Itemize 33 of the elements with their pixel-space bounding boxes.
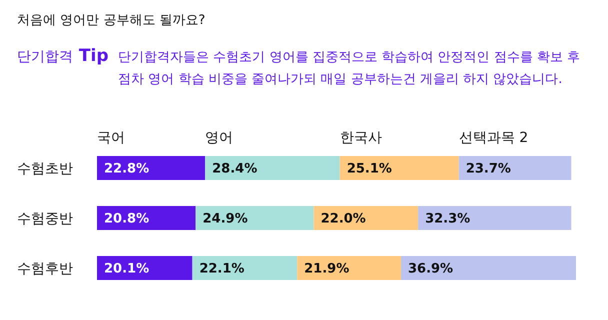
series-label: 선택과목 2 [458,130,528,146]
data-label: 36.9% [408,262,454,277]
data-label: 28.4% [212,162,258,177]
data-label: 32.3% [425,212,470,227]
bar [192,256,298,280]
y-tick-label: 수험초반 [17,160,73,177]
data-label: 21.9% [304,262,350,277]
bar [97,256,192,280]
data-label: 23.7% [466,162,511,177]
bar [401,256,576,280]
data-label: 22.0% [320,212,366,227]
chart-title: 처음에 영어만 공부해도 될까요? [17,13,206,28]
series-label: 국어 [97,130,125,146]
data-label: 24.9% [202,212,248,227]
y-tick-label: 수험후반 [17,260,73,277]
data-label: 25.1% [346,162,392,177]
data-label: 20.8% [104,212,150,227]
series-label: 영어 [205,130,234,146]
data-label: 22.1% [199,262,244,277]
data-label: 20.1% [104,262,150,277]
series-label: 한국사 [340,130,382,146]
bar [458,156,572,180]
bar [297,256,401,280]
bar [340,156,459,180]
text: 단기합격자들은 수험초기 영어를 집중적으로 학습하여 안정적인 점수를 확보 후 점차 영어 학습 비중을 줄여나가되 매일 공부하는건 게을리 하지 않았습니다. [118,50,580,87]
bar [205,156,340,180]
bar [97,156,206,180]
bar [314,206,418,230]
bar [196,206,314,230]
text: 단기합격 Tip [17,46,109,66]
bar [418,206,572,230]
data-label: 22.8% [104,162,150,177]
y-tick-label: 수험중반 [17,210,73,227]
